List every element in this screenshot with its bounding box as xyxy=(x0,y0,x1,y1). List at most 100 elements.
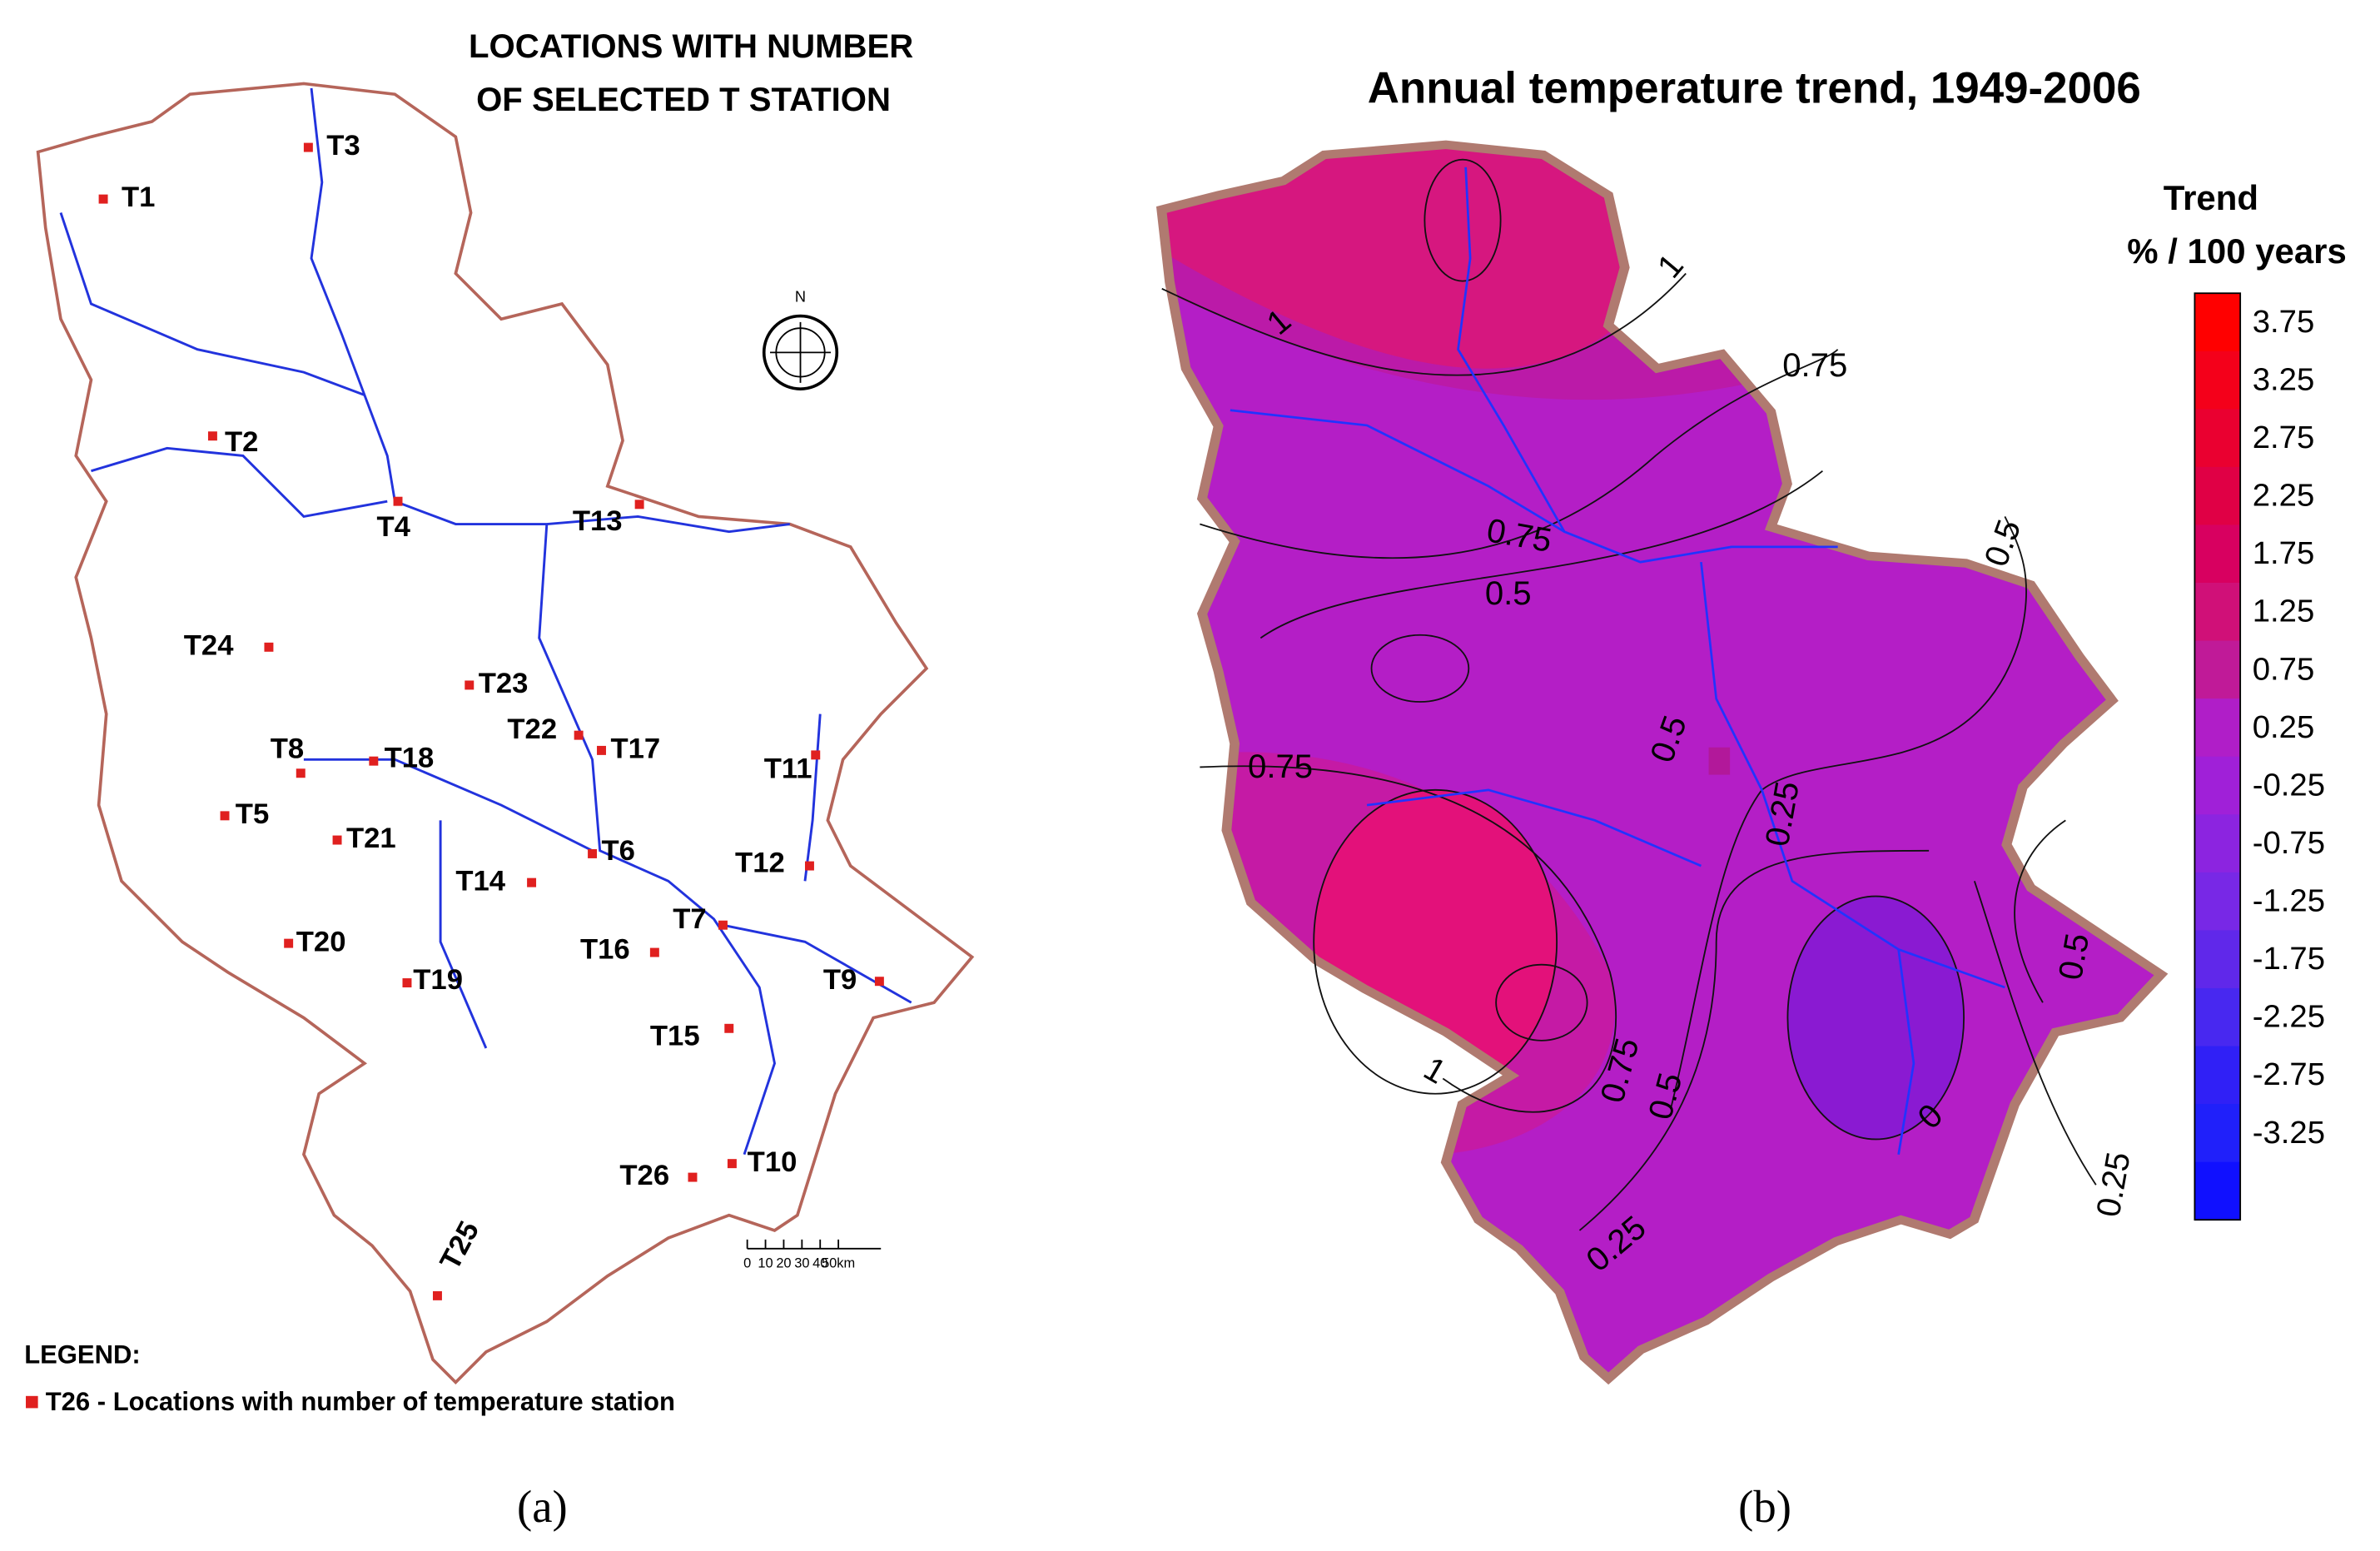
contour-lines xyxy=(1161,158,2097,1231)
colorbar-label: 2.75 xyxy=(2253,420,2315,455)
station-marker xyxy=(597,745,606,755)
station-label: T3 xyxy=(326,130,360,162)
river xyxy=(1366,788,1702,867)
station-marker xyxy=(402,978,412,988)
contour xyxy=(1786,895,1965,1141)
caption: (a) xyxy=(517,1481,568,1532)
station-marker xyxy=(284,938,294,948)
station-marker xyxy=(574,730,584,740)
station-label: T11 xyxy=(764,753,812,784)
colorbar-label: 3.75 xyxy=(2253,304,2315,340)
colorbar: 3.75 3.25 2.75 2.25 1.75 1.25 0.75 0.25 -0.25 -0.… xyxy=(2194,293,2325,1221)
contour xyxy=(1161,272,1687,376)
scale-label: 30 xyxy=(794,1255,809,1270)
colorbar-cell xyxy=(2194,583,2241,642)
country-border xyxy=(36,82,974,1384)
legend-title: Trend xyxy=(2164,178,2258,217)
contour xyxy=(1578,849,1930,1231)
contour-label: 1 xyxy=(1650,246,1691,285)
station-marker xyxy=(874,977,884,987)
contour-label: 0.5 xyxy=(1977,515,2028,571)
colorbar-cell xyxy=(2194,930,2241,989)
river xyxy=(1897,949,1915,1155)
colorbar-cell xyxy=(2194,872,2241,932)
colorbar-label: 1.25 xyxy=(2253,594,2315,629)
station-marker xyxy=(264,642,274,652)
river xyxy=(538,524,777,1156)
station-marker xyxy=(727,1159,737,1169)
colorbar-label: 3.25 xyxy=(2253,362,2315,398)
station-marker xyxy=(332,835,342,845)
trend-zone xyxy=(1708,747,1731,775)
caption: (b) xyxy=(1738,1481,1791,1532)
colorbar-label: 0.75 xyxy=(2253,651,2315,687)
scale-label: 0 xyxy=(743,1255,751,1270)
river xyxy=(91,446,388,518)
station-marker xyxy=(588,848,598,858)
scale-label: 40 xyxy=(812,1255,827,1270)
north-label: N xyxy=(795,288,806,306)
station-label: T5 xyxy=(236,798,269,830)
contour xyxy=(1260,470,1823,639)
colorbar-cell xyxy=(2194,466,2241,526)
colorbar-label: -3.25 xyxy=(2253,1115,2325,1151)
colorbar-cell xyxy=(2194,1046,2241,1105)
station-marker xyxy=(98,194,108,204)
colorbar-cell xyxy=(2194,409,2241,468)
station-label: T8 xyxy=(271,733,304,765)
contour xyxy=(1200,765,1617,1113)
station-label: T14 xyxy=(455,865,505,897)
rivers xyxy=(1230,167,2005,1155)
contour xyxy=(1370,634,1470,703)
river xyxy=(803,713,822,882)
station-marker xyxy=(718,920,728,930)
colorbar-cell xyxy=(2194,640,2241,700)
contour-label: 0.75 xyxy=(1782,346,1847,384)
station-label: T10 xyxy=(748,1146,797,1178)
contour xyxy=(1313,788,1558,1095)
station-marker xyxy=(296,768,306,778)
river xyxy=(1457,167,1838,564)
colorbar-frame xyxy=(2194,292,2242,1221)
station-label: T2 xyxy=(225,426,258,458)
colorbar-cell xyxy=(2194,350,2241,410)
station-label: T9 xyxy=(823,964,857,996)
station-label: T15 xyxy=(650,1020,700,1051)
river xyxy=(1700,562,2005,989)
colorbar-cell xyxy=(2194,814,2241,873)
station-label: T16 xyxy=(580,933,630,965)
station-marker xyxy=(393,496,403,506)
trend-zone xyxy=(1787,896,1965,1140)
contour xyxy=(1670,516,2028,1110)
station-label: T23 xyxy=(479,668,529,699)
trend-zone xyxy=(1314,789,1558,1094)
colorbar-label: -2.25 xyxy=(2253,999,2325,1035)
station-label: T21 xyxy=(346,823,396,854)
colorbar-label: -0.75 xyxy=(2253,825,2325,861)
legend-item: T26 - Locations with number of temperatu… xyxy=(46,1387,675,1416)
compass-ring xyxy=(762,314,839,390)
station-marker xyxy=(811,750,821,760)
colorbar-label: -2.75 xyxy=(2253,1056,2325,1092)
station-marker xyxy=(688,1172,698,1182)
contour xyxy=(1200,349,1839,559)
station-marker xyxy=(369,756,379,766)
colorbar-label: -1.75 xyxy=(2253,941,2325,977)
map-title: Annual temperature trend, 1949-2006 xyxy=(1368,64,2141,113)
station-label: T4 xyxy=(376,511,410,543)
station-label: T6 xyxy=(602,835,635,867)
scale-label: 50km xyxy=(822,1255,855,1270)
contour xyxy=(1973,881,2097,1186)
station-label: T7 xyxy=(673,903,706,935)
station-label: T1 xyxy=(122,181,155,213)
station-label: T22 xyxy=(507,713,557,745)
river xyxy=(310,87,396,502)
north-arrow: N xyxy=(762,288,839,390)
station-label: T24 xyxy=(184,629,234,661)
station-marker xyxy=(724,1023,734,1033)
colorbar-label: 2.25 xyxy=(2253,478,2315,514)
contour xyxy=(1424,158,1502,282)
